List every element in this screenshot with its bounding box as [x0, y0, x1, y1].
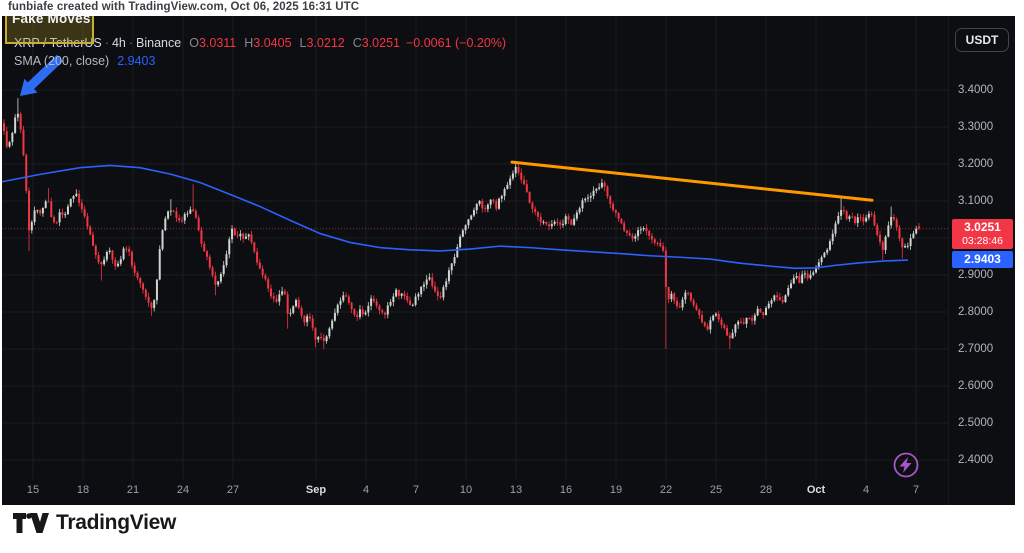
- sma-badge-value: 2.9403: [964, 252, 1001, 267]
- chart-panel[interactable]: XRP / TetherUS · 4h · Binance O3.0311 H3.0405 L…: [2, 16, 1015, 505]
- price-tick-label: 2.5000: [958, 417, 994, 429]
- time-label-month: Oct: [806, 484, 826, 496]
- tradingview-logo[interactable]: TradingView: [13, 511, 176, 535]
- last-price-value: 3.0251: [964, 219, 1001, 234]
- legend-separator: ·: [128, 36, 134, 50]
- time-label-day: 21: [126, 484, 140, 496]
- chart-legend: XRP / TetherUS · 4h · Binance O3.0311 H3.0405 L…: [14, 36, 506, 68]
- price-tick-label: 3.2000: [958, 158, 994, 170]
- price-tick-label: 2.9000: [958, 269, 994, 281]
- price-axis[interactable]: USDT 3.0251 03:28:46 2.9403 3.4000 3.3000…: [948, 16, 1015, 505]
- time-label-day: 22: [659, 484, 673, 496]
- price-tick-label: 2.4000: [958, 454, 994, 466]
- time-label-day: 4: [862, 484, 870, 496]
- price-tick-label: 3.4000: [958, 84, 994, 96]
- time-label-day: 15: [26, 484, 40, 496]
- time-label-day: 10: [459, 484, 473, 496]
- candles-layer[interactable]: [3, 98, 920, 349]
- time-label-day: 25: [709, 484, 723, 496]
- legend-separator: ·: [104, 36, 109, 50]
- time-label-day: 27: [226, 484, 240, 496]
- time-label-day: 4: [362, 484, 370, 496]
- attribution-text: funbiafe created with TradingView.com, O…: [8, 1, 360, 13]
- high-label: H: [244, 36, 254, 50]
- exchange-label: Binance: [136, 36, 182, 50]
- price-tick-label: 3.3000: [958, 121, 994, 133]
- fake-moves-annotation[interactable]: Fake Moves: [5, 16, 94, 44]
- price-tick-label: 2.8000: [958, 306, 994, 318]
- low-label: L: [299, 36, 307, 50]
- time-label-day: 24: [176, 484, 190, 496]
- price-tick-label: 3.1000: [958, 195, 994, 207]
- price-tick-label: 2.6000: [958, 380, 994, 392]
- close-label: C: [352, 36, 362, 50]
- trendline-annotation[interactable]: [510, 160, 874, 202]
- high-value: 3.0405: [253, 36, 292, 50]
- tradingview-logo-glyph: [13, 513, 49, 533]
- price-tick-label: 2.7000: [958, 343, 994, 355]
- time-axis[interactable]: 15 18 21 24 27 Sep 4 7 10 13 16 19 22 25 28 Oct 4 7: [2, 479, 948, 505]
- sma-price-badge: 2.9403: [952, 251, 1013, 269]
- time-label-day: 16: [559, 484, 573, 496]
- bar-countdown: 03:28:46: [962, 234, 1003, 247]
- time-label-day: 18: [76, 484, 90, 496]
- tradingview-logo-text: TradingView: [56, 511, 177, 534]
- grid-lines: [2, 16, 948, 479]
- last-price-badge: 3.0251 03:28:46: [952, 218, 1013, 249]
- timeframe-label[interactable]: 4h: [111, 36, 126, 50]
- lightning-icon[interactable]: [893, 452, 919, 478]
- time-label-day: 28: [759, 484, 773, 496]
- close-value: 3.0251: [361, 36, 400, 50]
- time-label-day: 19: [609, 484, 623, 496]
- time-label-day: 7: [912, 484, 920, 496]
- arrow-annotation[interactable]: [20, 54, 64, 96]
- sma-200-line[interactable]: [2, 164, 909, 270]
- time-label-day: 7: [412, 484, 420, 496]
- price-chart-canvas[interactable]: [2, 16, 948, 505]
- time-label-day: 13: [509, 484, 523, 496]
- sma-indicator-value: 2.9403: [117, 54, 156, 68]
- change-value: −0.0061 (−0.20%): [405, 36, 507, 50]
- open-label: O: [189, 36, 199, 50]
- open-value: 3.0311: [198, 36, 237, 50]
- currency-toggle-button[interactable]: USDT: [955, 28, 1009, 52]
- fake-moves-label: Fake Moves: [12, 16, 91, 26]
- low-value: 3.0212: [306, 36, 345, 50]
- sma-indicator-label[interactable]: SMA (200, close): [14, 54, 110, 68]
- time-label-month: Sep: [305, 484, 327, 496]
